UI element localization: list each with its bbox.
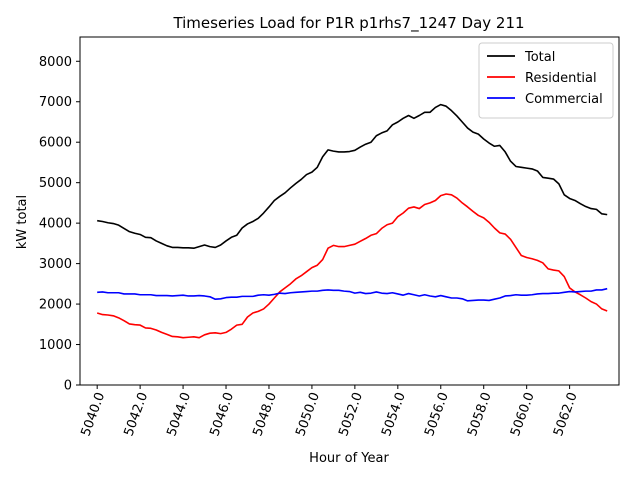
y-tick-label: 2000 xyxy=(39,298,72,313)
legend: Total Residential Commercial xyxy=(478,42,614,119)
y-tick-label: 4000 xyxy=(39,217,72,232)
y-axis-ticks: 0 1000 2000 3000 4000 5000 6000 7000 8000 xyxy=(39,55,80,394)
legend-label-residential: Residential xyxy=(525,71,597,86)
y-tick-label: 0 xyxy=(64,379,72,394)
series-layer xyxy=(96,103,608,339)
chart-title: Timeseries Load for P1R p1rhs7_1247 Day … xyxy=(172,14,524,33)
legend-box xyxy=(478,42,614,119)
x-axis-label: Hour of Year xyxy=(309,451,389,466)
plot-area xyxy=(79,36,620,386)
series-line-residential xyxy=(96,193,608,339)
legend-label-commercial: Commercial xyxy=(525,92,603,107)
y-tick-label: 7000 xyxy=(39,95,72,110)
y-tick-label: 3000 xyxy=(39,257,72,272)
series-line-commercial xyxy=(97,287,608,302)
legend-items: Total Residential Commercial xyxy=(487,50,603,107)
y-axis-label: kW total xyxy=(15,195,30,249)
axes-frame xyxy=(79,36,620,386)
y-tick-label: 1000 xyxy=(39,338,72,353)
series-line-total xyxy=(97,103,608,250)
y-tick-label: 5000 xyxy=(39,176,72,191)
legend-label-total: Total xyxy=(524,50,555,65)
y-tick-label: 6000 xyxy=(39,136,72,151)
y-tick-label: 8000 xyxy=(39,55,72,70)
